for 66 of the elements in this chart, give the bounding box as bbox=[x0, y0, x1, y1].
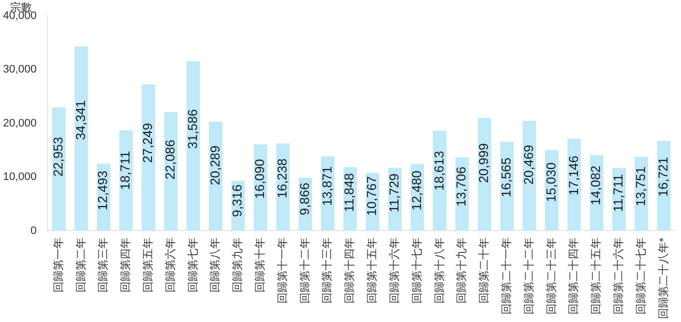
x-tick-label: 回歸第九年 bbox=[231, 238, 244, 293]
y-tick-label: 40,000 bbox=[2, 10, 37, 22]
x-tick-label: 回歸第五年 bbox=[142, 238, 154, 293]
y-tick-label: 20,000 bbox=[2, 117, 37, 130]
data-label: 15,030 bbox=[543, 162, 558, 202]
x-tick-label: 回歸第二十四年 bbox=[567, 238, 580, 315]
x-tick-label: 回歸第二十五年 bbox=[590, 238, 603, 315]
data-label: 22,086 bbox=[162, 140, 178, 180]
data-label: 14,082 bbox=[588, 165, 604, 206]
data-label: 22,953 bbox=[50, 136, 66, 177]
x-tick-label: 回歸第十九年 bbox=[455, 238, 468, 304]
x-tick-label: 回歸第二十八年* bbox=[656, 237, 670, 319]
data-label: 16,090 bbox=[252, 159, 268, 199]
x-tick-label: 回歸第七年 bbox=[186, 238, 200, 293]
x-tick-label: 回歸第二十七年 bbox=[634, 238, 648, 315]
x-tick-label: 回歸第十五年 bbox=[366, 238, 379, 304]
data-label: 11,729 bbox=[386, 174, 402, 212]
y-tick-label: 30,000 bbox=[2, 64, 37, 76]
data-label: 9,316 bbox=[230, 184, 245, 217]
data-label: 18,613 bbox=[431, 150, 446, 191]
x-tick-label: 回歸第十三年 bbox=[320, 238, 334, 304]
data-label: 27,249 bbox=[140, 123, 156, 163]
data-label: 13,871 bbox=[319, 166, 334, 206]
x-tick-label: 回歸第十六年 bbox=[388, 238, 401, 304]
x-tick-label: 回歸第二十三年 bbox=[544, 238, 558, 315]
y-tick-label: 10,000 bbox=[2, 171, 37, 184]
x-tick-label: 回歸第六年 bbox=[164, 238, 177, 293]
data-label: 34,341 bbox=[72, 100, 88, 140]
data-label: 11,848 bbox=[342, 173, 357, 212]
x-tick-label: 回歸第二十年 bbox=[478, 238, 491, 304]
x-tick-label: 回歸第八年 bbox=[210, 238, 222, 293]
data-label: 12,480 bbox=[408, 170, 424, 210]
bar bbox=[119, 130, 133, 231]
x-tick-label: 回歸第十年 bbox=[254, 238, 267, 293]
x-tick-label: 回歸第十一年 bbox=[276, 238, 289, 304]
data-label: 12,493 bbox=[95, 170, 110, 210]
data-label: 16,565 bbox=[498, 157, 514, 198]
x-tick-label: 回歸第四年 bbox=[120, 238, 132, 293]
x-tick-label: 回歸第二十一年 bbox=[500, 238, 513, 315]
x-tick-label: 回歸第二十六年 bbox=[612, 238, 626, 315]
y-tick-label: 0 bbox=[30, 224, 37, 237]
x-tick-label: 回歸第十七年 bbox=[410, 238, 424, 304]
bar bbox=[52, 108, 66, 231]
x-tick-label: 回歸第一年 bbox=[52, 238, 65, 293]
bar bbox=[142, 84, 156, 231]
data-label: 10,767 bbox=[364, 176, 380, 216]
data-label: 16,238 bbox=[274, 158, 290, 198]
data-label: 16,721 bbox=[655, 156, 670, 197]
data-label: 9,866 bbox=[296, 182, 312, 216]
data-label: 20,469 bbox=[520, 144, 536, 185]
data-label: 20,289 bbox=[207, 145, 222, 186]
bar bbox=[74, 46, 88, 231]
data-label: 11,711 bbox=[610, 174, 626, 212]
data-label: 13,706 bbox=[454, 166, 469, 206]
data-label: 18,711 bbox=[118, 151, 133, 190]
data-label: 31,586 bbox=[184, 109, 200, 149]
x-tick-label: 回歸第十八年 bbox=[432, 238, 446, 304]
bar bbox=[186, 61, 200, 231]
x-tick-label: 回歸第二年 bbox=[75, 238, 88, 293]
data-label: 13,751 bbox=[632, 166, 648, 206]
data-label: 20,999 bbox=[476, 143, 492, 183]
x-tick-label: 回歸第三年 bbox=[98, 238, 110, 293]
x-tick-label: 回歸第二十二年 bbox=[522, 238, 536, 315]
x-tick-label: 回歸第十四年 bbox=[343, 238, 356, 304]
data-label: 17,146 bbox=[566, 156, 581, 196]
x-tick-label: 回歸第十二年 bbox=[298, 238, 312, 304]
